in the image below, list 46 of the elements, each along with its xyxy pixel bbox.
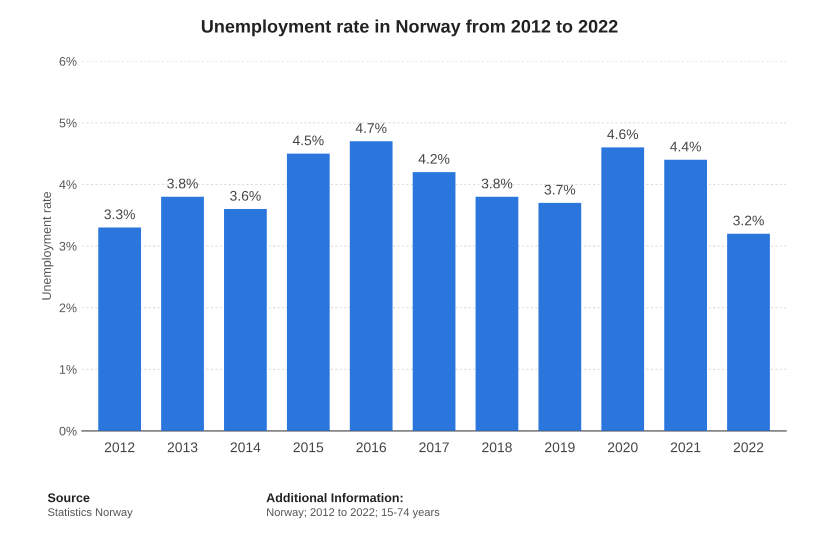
data-label: 3.6% — [230, 190, 261, 201]
y-tick-label: 3% — [59, 242, 77, 251]
x-tick-label: 2017 — [419, 442, 449, 452]
data-label: 4.2% — [418, 154, 450, 164]
bar — [476, 196, 518, 431]
bar — [224, 209, 267, 431]
bar — [161, 196, 204, 431]
y-tick-label: 1% — [60, 365, 77, 374]
data-label: 3.8% — [482, 178, 512, 188]
bar — [664, 160, 707, 431]
x-tick-label: 2014 — [230, 442, 260, 452]
bar — [727, 234, 770, 431]
data-label: 4.4% — [670, 142, 701, 152]
data-label: 3.3% — [104, 209, 135, 220]
y-tick-label: 2% — [60, 303, 77, 312]
data-label: 3.7% — [544, 184, 576, 195]
x-tick-label: 2015 — [294, 442, 324, 452]
data-label: 4.6% — [607, 129, 638, 140]
data-label: 3.2% — [733, 216, 764, 226]
y-tick-label: 6% — [60, 56, 77, 66]
x-tick-label: 2019 — [545, 442, 575, 452]
x-tick-label: 2012 — [104, 442, 134, 452]
text: Additional Information: — [266, 493, 402, 502]
x-tick-label: 2016 — [356, 442, 386, 452]
y-tick-label: 0% — [59, 426, 77, 436]
bar — [601, 147, 644, 431]
x-tick-label: 2021 — [670, 442, 700, 452]
bar — [350, 141, 393, 431]
y-axis-title: Unemployment rate — [42, 192, 54, 300]
data-label: 3.8% — [167, 178, 198, 188]
x-tick-label: 2020 — [608, 442, 638, 452]
data-label: 4.5% — [292, 136, 324, 146]
x-tick-label: 2022 — [734, 442, 764, 452]
y-tick-label: 5% — [59, 118, 77, 128]
bar — [286, 154, 330, 431]
bar — [98, 228, 142, 431]
bar — [538, 202, 582, 431]
chart-title: Unemployment rate in Norway from 2012 to 2022 — [202, 19, 618, 36]
x-tick-label: 2018 — [482, 442, 512, 452]
y-tick-label: 4% — [59, 180, 77, 190]
text: Norway; 2012 to 2022; 15-74 years — [267, 508, 440, 518]
x-tick-label: 2013 — [168, 442, 198, 452]
bar — [412, 172, 456, 431]
data-label: 4.7% — [356, 123, 387, 133]
text: Source — [48, 493, 90, 502]
text: Statistics Norway — [48, 508, 133, 518]
